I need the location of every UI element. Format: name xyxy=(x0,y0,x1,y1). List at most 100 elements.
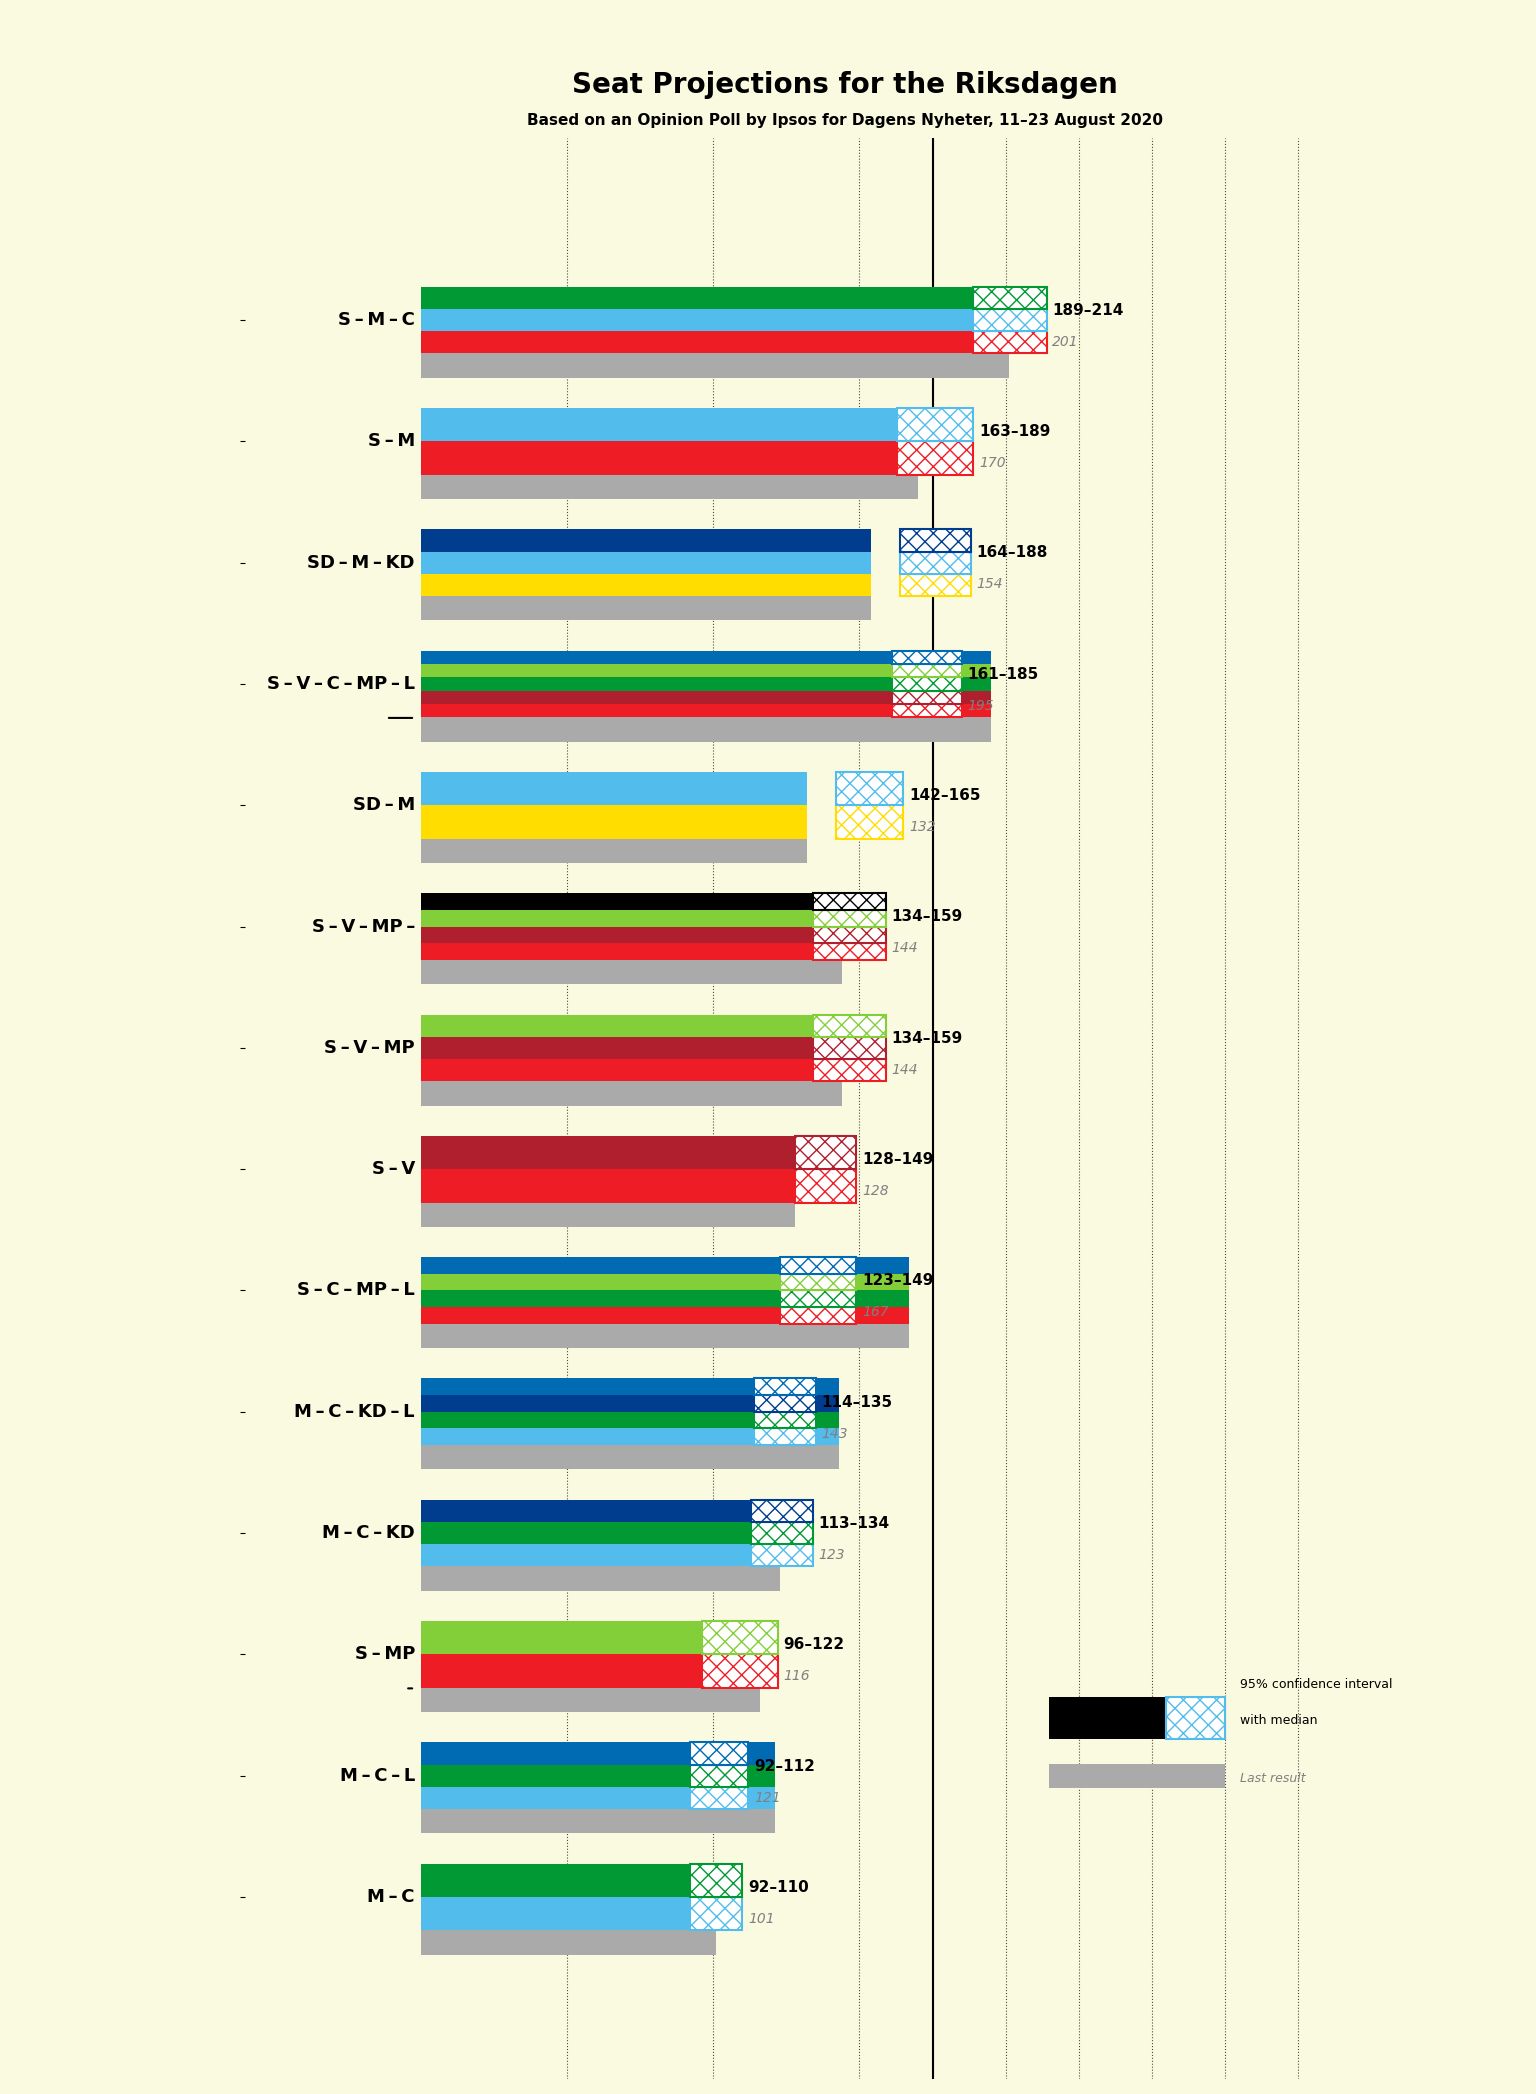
Text: Last result: Last result xyxy=(1240,1772,1306,1786)
Bar xyxy=(751,1499,813,1522)
Text: M – C – KD – L: M – C – KD – L xyxy=(295,1403,415,1422)
Bar xyxy=(421,597,871,620)
Bar xyxy=(836,806,903,838)
Bar xyxy=(690,1864,742,1897)
Bar xyxy=(421,838,806,863)
Bar xyxy=(421,1060,842,1081)
Text: 142–165: 142–165 xyxy=(909,787,980,804)
Bar xyxy=(421,773,806,806)
Text: 95% confidence interval: 95% confidence interval xyxy=(1240,1677,1392,1690)
Text: 128–149: 128–149 xyxy=(862,1152,934,1166)
Bar xyxy=(813,1013,886,1037)
Bar xyxy=(421,1499,780,1522)
Bar xyxy=(813,926,886,942)
Bar xyxy=(421,894,842,911)
Bar xyxy=(780,1256,857,1273)
Text: S – V: S – V xyxy=(372,1160,415,1179)
Text: 121: 121 xyxy=(754,1790,780,1805)
Bar xyxy=(421,1621,760,1654)
Text: SD – M: SD – M xyxy=(353,796,415,815)
Bar xyxy=(421,1273,909,1290)
Bar xyxy=(421,1654,760,1688)
Text: 134–159: 134–159 xyxy=(891,909,963,923)
Text: 113–134: 113–134 xyxy=(819,1516,889,1531)
Bar xyxy=(421,1765,774,1786)
Bar xyxy=(754,1428,816,1445)
Text: Based on an Opinion Poll by Ipsos for Dagens Nyheter, 11–23 August 2020: Based on an Opinion Poll by Ipsos for Da… xyxy=(527,113,1163,128)
Bar xyxy=(421,664,991,676)
Bar xyxy=(421,408,919,442)
Text: 123: 123 xyxy=(819,1547,845,1562)
Bar xyxy=(897,442,974,475)
Bar xyxy=(421,1323,909,1349)
Bar xyxy=(900,530,971,551)
Bar xyxy=(421,354,1009,377)
Bar xyxy=(421,475,919,498)
Bar xyxy=(796,1135,857,1168)
Text: 201: 201 xyxy=(1052,335,1078,350)
Bar xyxy=(836,773,903,806)
Bar xyxy=(421,331,1009,354)
Text: S – V – MP –: S – V – MP – xyxy=(312,917,415,936)
Bar xyxy=(754,1395,816,1411)
Bar xyxy=(421,806,806,838)
Bar xyxy=(690,1897,742,1931)
Bar xyxy=(421,1809,774,1834)
Bar xyxy=(421,1202,796,1227)
Text: 128: 128 xyxy=(862,1183,889,1198)
Bar xyxy=(891,676,962,691)
Bar xyxy=(813,1060,886,1081)
Bar xyxy=(421,1566,780,1591)
Bar xyxy=(421,1395,839,1411)
Bar xyxy=(690,1742,748,1765)
Bar xyxy=(702,1621,777,1654)
Text: M – C – KD: M – C – KD xyxy=(323,1524,415,1541)
Bar xyxy=(974,310,1046,331)
Bar xyxy=(421,1037,842,1060)
Bar xyxy=(780,1307,857,1323)
Text: 101: 101 xyxy=(748,1912,776,1926)
Text: 123–149: 123–149 xyxy=(862,1273,934,1288)
Text: Seat Projections for the Riksdagen: Seat Projections for the Riksdagen xyxy=(571,71,1118,98)
Text: 163–189: 163–189 xyxy=(980,425,1051,440)
Bar xyxy=(421,1256,909,1273)
Text: 170: 170 xyxy=(980,456,1006,471)
Bar xyxy=(751,1543,813,1566)
Text: 114–135: 114–135 xyxy=(822,1395,892,1409)
Text: 144: 144 xyxy=(891,942,919,955)
Bar xyxy=(421,1411,839,1428)
Bar xyxy=(1049,1763,1224,1788)
Bar xyxy=(421,1931,716,1954)
Bar xyxy=(780,1290,857,1307)
Text: 132: 132 xyxy=(909,821,935,833)
Bar xyxy=(702,1654,777,1688)
Bar xyxy=(796,1168,857,1202)
Text: 96–122: 96–122 xyxy=(783,1638,845,1652)
Bar xyxy=(891,691,962,704)
Bar xyxy=(421,691,991,704)
Text: 164–188: 164–188 xyxy=(977,544,1048,561)
Bar xyxy=(891,651,962,664)
Bar xyxy=(421,911,842,926)
Bar xyxy=(421,1897,716,1931)
Bar xyxy=(421,1864,716,1897)
Text: M – C: M – C xyxy=(367,1889,415,1906)
Bar xyxy=(690,1786,748,1809)
Bar xyxy=(1166,1696,1224,1740)
Bar xyxy=(900,574,971,597)
Text: S – V – C – MP – L: S – V – C – MP – L xyxy=(267,674,415,693)
Text: SD – M – KD: SD – M – KD xyxy=(307,553,415,572)
Bar xyxy=(780,1273,857,1290)
Text: S – MP: S – MP xyxy=(355,1646,415,1663)
Text: 167: 167 xyxy=(862,1305,889,1319)
Bar xyxy=(421,1290,909,1307)
Bar xyxy=(421,1307,909,1323)
Text: S – V – MP: S – V – MP xyxy=(324,1039,415,1057)
Bar xyxy=(754,1378,816,1395)
Bar xyxy=(891,664,962,676)
Bar xyxy=(421,442,919,475)
Bar xyxy=(421,1013,842,1037)
Text: with median: with median xyxy=(1240,1715,1316,1728)
Bar xyxy=(754,1411,816,1428)
Bar xyxy=(421,959,842,984)
